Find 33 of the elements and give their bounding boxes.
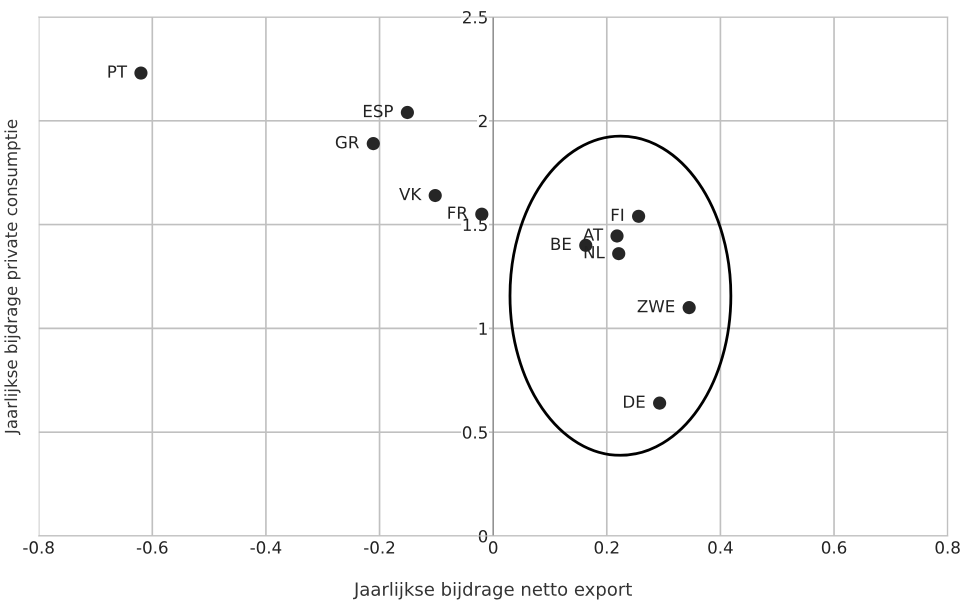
y-tick-label: 0.5 — [462, 426, 487, 439]
annotation: FR — [448, 206, 468, 219]
annotation: FI — [612, 208, 624, 221]
point — [428, 188, 442, 202]
point — [632, 210, 646, 223]
annotation: BE — [552, 238, 571, 250]
x-tick-label: 0.2 — [594, 541, 618, 554]
annotation: AT — [582, 228, 604, 241]
y-tick-label: 2 — [478, 114, 487, 128]
x-tick-label: -0.8 — [23, 541, 54, 554]
x-tick-label: -0.4 — [250, 541, 282, 554]
annotation: VK — [399, 188, 422, 200]
x-tick-label: 0.4 — [708, 541, 733, 554]
point — [400, 106, 414, 120]
x-tick-label: -0.2 — [364, 541, 394, 554]
x-tick-label: -0.6 — [136, 541, 168, 554]
annotation: ZWE — [638, 300, 674, 312]
point — [134, 66, 148, 80]
annotation: PT — [108, 65, 128, 78]
y-tick-label: 1 — [480, 322, 487, 335]
annotation: GR — [336, 136, 359, 148]
y-axis-title: Jaarlijkse bijdrage private consumptie — [4, 120, 20, 435]
x-axis-title: Jaarlijkse bijdrage netto export — [353, 582, 632, 600]
point — [366, 137, 380, 150]
point — [610, 229, 624, 243]
point — [653, 396, 666, 410]
annotation: ESP — [364, 104, 393, 118]
point — [682, 301, 696, 314]
x-tick-label: 0.8 — [936, 541, 960, 554]
x-tick-label: 0.6 — [822, 541, 846, 554]
point — [612, 247, 626, 260]
annotation: DE — [624, 396, 645, 408]
x-tick-label: 0 — [488, 541, 498, 554]
